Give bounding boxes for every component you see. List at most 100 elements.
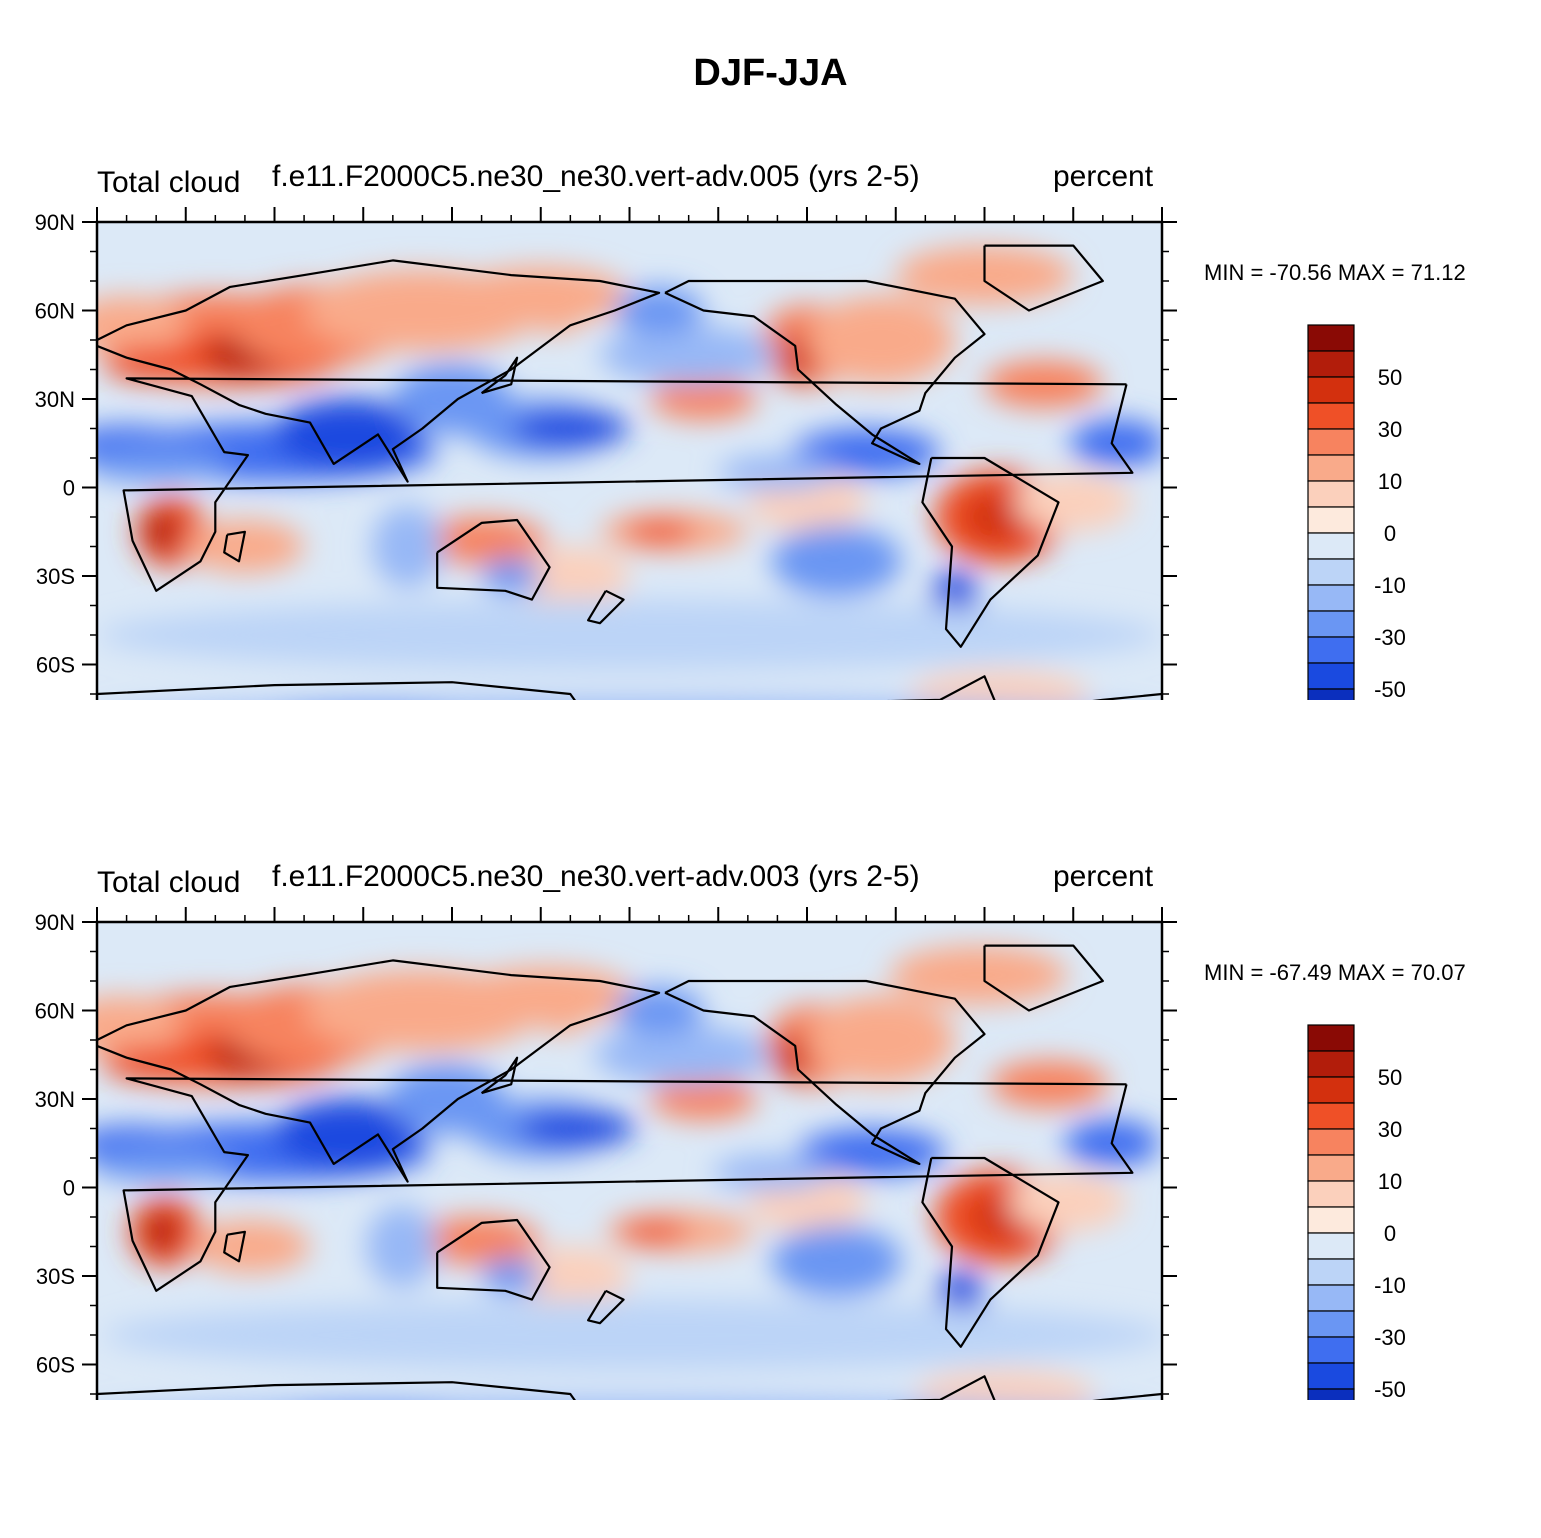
coastline [223, 1230, 246, 1263]
colorbar-swatch [1307, 532, 1355, 560]
field-blob [274, 399, 423, 470]
colorbar-swatch [1307, 1024, 1355, 1052]
colorbar-swatch [1307, 1336, 1355, 1364]
lat-label: 90N [35, 910, 75, 935]
panel-variable-label: Total cloud [97, 866, 241, 899]
field-blob [144, 1211, 180, 1253]
lat-label: 0 [63, 476, 75, 501]
colorbar-swatch [1307, 610, 1355, 638]
field-blob [712, 1155, 831, 1191]
map-panel-1: Total cloud f.e11.F2000C5.ne30_ne30.vert… [0, 0, 1541, 700]
field-blob [650, 378, 757, 420]
panel-case-label: f.e11.F2000C5.ne30_ne30.vert-adv.005 (yr… [272, 160, 920, 193]
lat-label: 60N [35, 299, 75, 324]
field-blob [617, 1219, 689, 1244]
panel-units-label: percent [1053, 160, 1154, 193]
coastline [122, 1077, 1134, 1292]
colorbar-swatch [1307, 1154, 1355, 1182]
colorbar-swatch [1307, 1310, 1355, 1338]
coastline [436, 518, 551, 601]
field-blob [511, 410, 630, 447]
colorbar-swatch [1307, 454, 1355, 482]
lat-label: 30N [35, 1087, 75, 1112]
field-blob [372, 505, 444, 588]
colorbar-label: 50 [1378, 365, 1402, 390]
field-blob [807, 295, 955, 385]
colorbar-label: -10 [1374, 573, 1406, 598]
colorbar-swatch [1307, 350, 1355, 378]
field-blob [366, 1205, 438, 1288]
field-blob [185, 519, 305, 574]
colorbar-swatch [1307, 1206, 1355, 1234]
colorbar-label: -10 [1374, 1273, 1406, 1298]
field-blob [798, 1128, 947, 1176]
colorbar-label: -50 [1374, 1377, 1406, 1400]
field-blob [97, 599, 1162, 671]
map-panel-2: Total cloud f.e11.F2000C5.ne30_ne30.vert… [0, 700, 1541, 1400]
colorbar-label: 30 [1378, 1117, 1402, 1142]
coastline [97, 959, 661, 1183]
field-blob [102, 345, 210, 382]
coastline [436, 1218, 551, 1301]
colorbar-label: -50 [1374, 677, 1406, 700]
colorbar-swatch [1307, 1258, 1355, 1286]
colorbar-swatch [1307, 636, 1355, 664]
coastlines [97, 244, 1162, 700]
field-blob [1008, 1172, 1127, 1232]
field-blob [614, 286, 704, 335]
field-blob [771, 1225, 902, 1297]
field-blob [771, 525, 902, 597]
lat-label: 30S [36, 1264, 75, 1289]
field-blob [274, 1099, 423, 1170]
colorbar-label: 10 [1378, 1169, 1402, 1194]
colorbar-swatch [1307, 1388, 1355, 1400]
field-blob [103, 1299, 1162, 1371]
lat-label: 30N [35, 387, 75, 412]
field-blob [481, 1258, 541, 1294]
field-blob [97, 295, 186, 355]
map-plot: 90N60N30N030S60S90S030E60E90E120E150E180… [35, 907, 1406, 1400]
field-blob [780, 334, 816, 382]
colorbar-swatch [1307, 584, 1355, 612]
field-blob [531, 986, 592, 1035]
field-blob [191, 1219, 310, 1274]
figure-title: DJF-JJA [693, 52, 848, 94]
colorbar: 50 30 10 0 -10 -30 -50 [1307, 324, 1406, 700]
field-blob [599, 325, 778, 385]
colorbar-label: 0 [1384, 1221, 1396, 1246]
field-blob [650, 1078, 757, 1120]
coastline [480, 1056, 519, 1095]
min-max-label: MIN = -67.49 MAX = 70.07 [1204, 960, 1466, 985]
lat-label: 90N [35, 210, 75, 235]
colorbar-label: 10 [1378, 469, 1402, 494]
field-blob [481, 558, 541, 594]
field-blob [774, 1034, 810, 1082]
field-blob [102, 1045, 210, 1082]
lat-label: 60N [35, 999, 75, 1024]
colorbar-label: 50 [1378, 1065, 1402, 1090]
panel-variable-label: Total cloud [97, 166, 241, 199]
field-blob [410, 1217, 541, 1265]
colorbar-swatch [1307, 1076, 1355, 1104]
panel-case-label: f.e11.F2000C5.ne30_ne30.vert-adv.003 (yr… [272, 860, 920, 893]
coastline [587, 1289, 625, 1325]
field-blob [889, 945, 1068, 1005]
field-blob [1014, 472, 1133, 532]
coastline [480, 356, 519, 395]
lat-label: 60S [36, 653, 75, 678]
field-blob [97, 1146, 237, 1182]
field-blob [614, 986, 704, 1035]
field-blob [416, 517, 547, 565]
colorbar-swatch [1307, 428, 1355, 456]
colorbar-swatch [1307, 324, 1355, 352]
colorbar-swatch [1307, 1362, 1355, 1390]
colorbar-swatch [1307, 480, 1355, 508]
field-blob [916, 1370, 1094, 1400]
colorbar-swatch [1307, 1128, 1355, 1156]
colorbar-label: -30 [1374, 1325, 1406, 1350]
colorbar-label: -30 [1374, 625, 1406, 650]
colorbar-label: 0 [1384, 521, 1396, 546]
lat-label: 0 [63, 1176, 75, 1201]
colorbar-swatch [1307, 1102, 1355, 1130]
coastline [587, 589, 625, 625]
